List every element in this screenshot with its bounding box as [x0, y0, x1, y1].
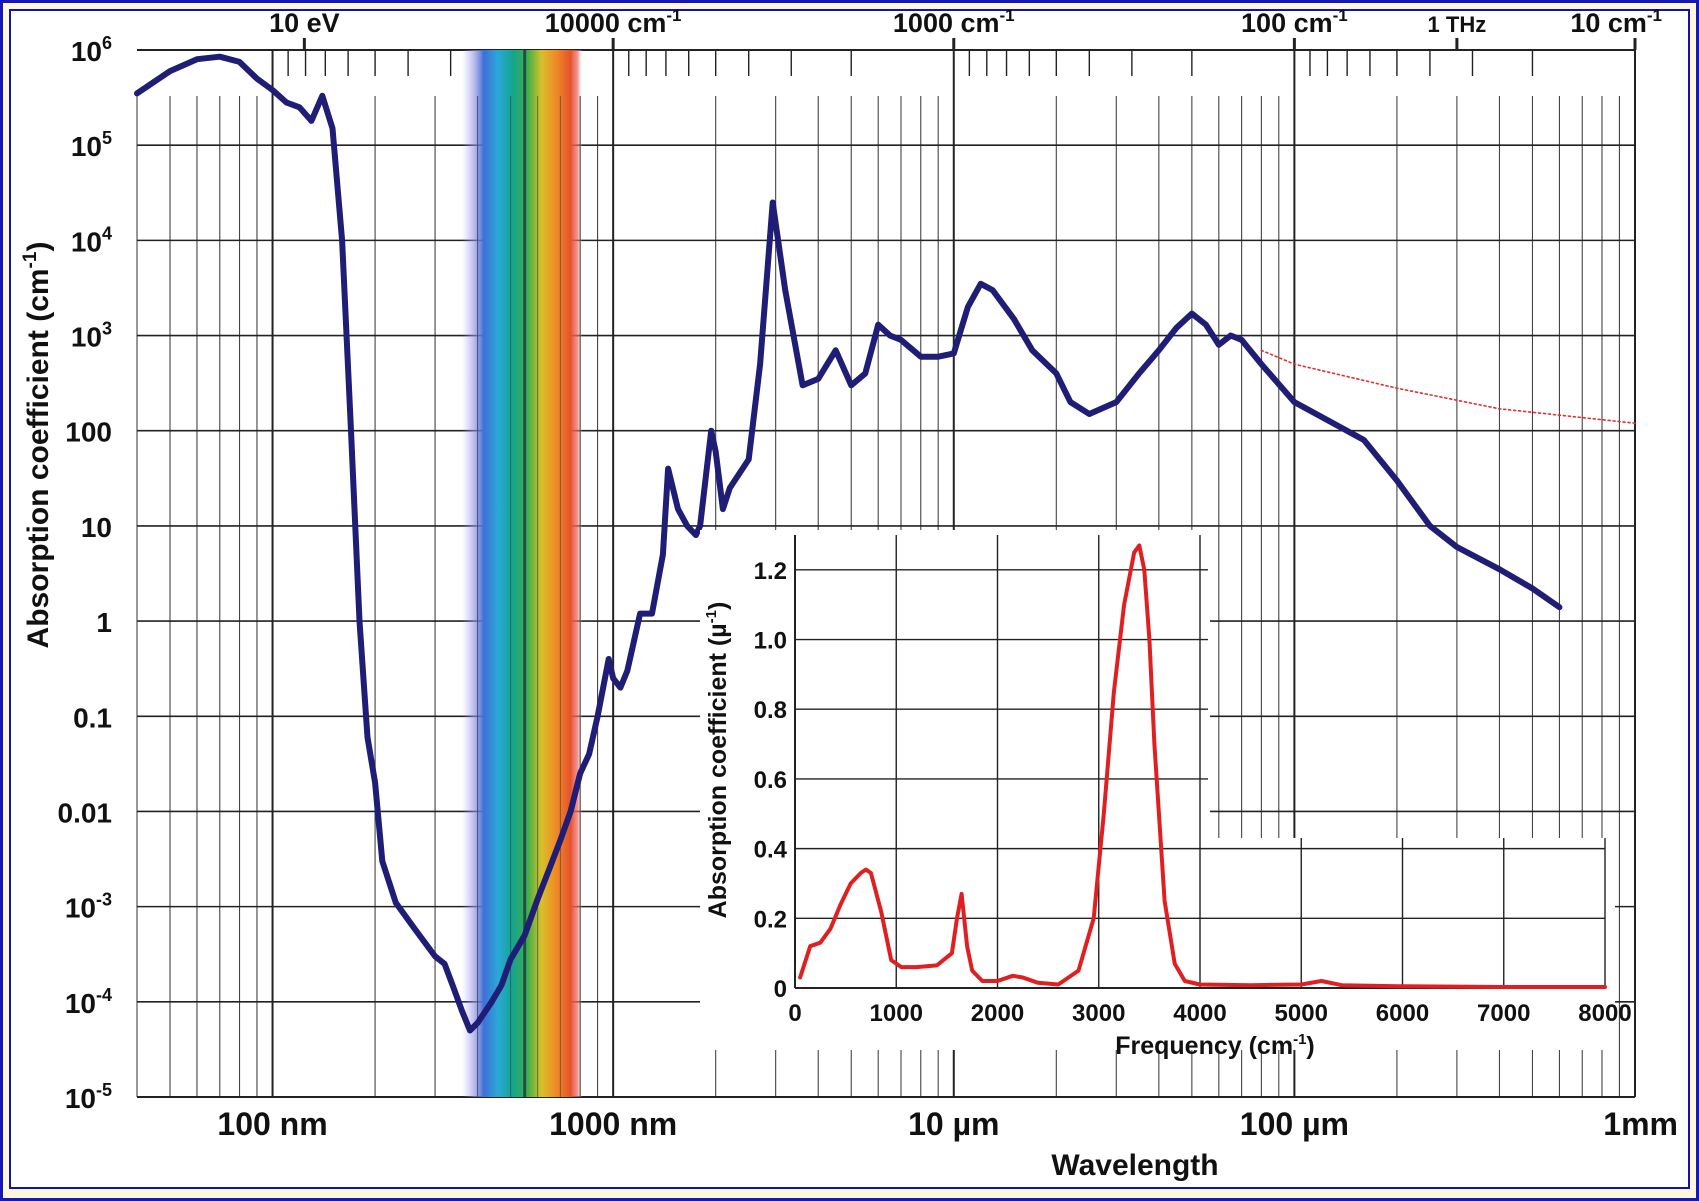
inset-x-tick-label: 8000 [1578, 1000, 1631, 1027]
inset-x-tick-label: 1000 [870, 1000, 923, 1027]
inset-x-tick-label: 2000 [971, 1000, 1024, 1027]
y-tick-label: 103 [71, 319, 112, 353]
inset-y-tick-label: 0.6 [754, 767, 787, 794]
inset-y-tick-label: 0.8 [754, 697, 787, 724]
y-tick-label: 0.01 [58, 797, 113, 828]
inset-y-tick-label: 0.2 [754, 906, 787, 933]
y-tick-label: 10 [81, 512, 112, 543]
inset-x-tick-label: 3000 [1072, 1000, 1125, 1027]
x-tick-label: 1mm [1603, 1106, 1678, 1142]
y-tick-label: 105 [71, 128, 112, 162]
y-tick-label: 10-4 [65, 985, 112, 1019]
x-axis-title: Wavelength [1051, 1149, 1218, 1182]
y-tick-label: 104 [71, 223, 112, 257]
inset-absorption-curve [798, 543, 1607, 989]
y-tick-label: 100 [65, 417, 112, 448]
inset-x-tick-label: 0 [788, 1000, 801, 1027]
inset-x-tick-label: 5000 [1275, 1000, 1328, 1027]
x-tick-label: 1000 nm [549, 1106, 677, 1142]
inset-background [700, 838, 1615, 1050]
y-tick-label: 0.1 [73, 702, 112, 733]
absorption-curve-extension [1260, 349, 1636, 424]
y-axis-title: Absorption coefficient (cm-1) [20, 242, 55, 649]
inset-x-tick-label: 6000 [1376, 1000, 1429, 1027]
top-axis-label: 10 eV [269, 8, 340, 38]
inset-y-tick-label: 0.4 [754, 837, 788, 864]
inset-y-tick-label: 1.2 [754, 558, 787, 585]
inset-y-tick-label: 0 [774, 976, 787, 1003]
top-axis-label: 100 cm-1 [1241, 6, 1348, 38]
main-series [134, 53, 1636, 1034]
main-axis-labels: 106 105 104 103 100 10 1 0.1 0.01 10-3 10-4 10-5 100… [58, 6, 1679, 1142]
y-tick-label: 106 [71, 33, 112, 67]
inset-y-tick-label: 1.0 [754, 628, 787, 655]
y-tick-label: 10-5 [65, 1080, 112, 1114]
inset-x-tick-label: 7000 [1477, 1000, 1530, 1027]
main-grid-over-band [477, 50, 581, 1097]
visible-spectrum-band [462, 50, 583, 1097]
x-tick-label: 100 nm [217, 1106, 327, 1142]
x-tick-label: 100 µm [1240, 1106, 1349, 1142]
x-tick-label: 10 µm [908, 1106, 999, 1142]
inset-background [700, 530, 1210, 840]
inset-x-axis-title: Frequency (cm-1) [1115, 1031, 1315, 1060]
inset-chart: 0 1000 2000 3000 4000 5000 6000 7000 8000 0 0.2 0.4… [700, 530, 1632, 1050]
top-axis-label: 1 THz [1428, 12, 1487, 37]
y-tick-label: 10-3 [65, 890, 112, 924]
top-axis-label: 10 cm-1 [1570, 6, 1662, 38]
top-axis-label: 1000 cm-1 [893, 6, 1015, 38]
top-axis-label: 10000 cm-1 [545, 6, 682, 38]
inset-y-axis-title: Absorption coefficient (µ-1) [703, 602, 732, 919]
absorption-curve [134, 53, 1563, 1034]
inset-x-tick-label: 4000 [1173, 1000, 1226, 1027]
y-tick-label: 1 [96, 607, 112, 638]
